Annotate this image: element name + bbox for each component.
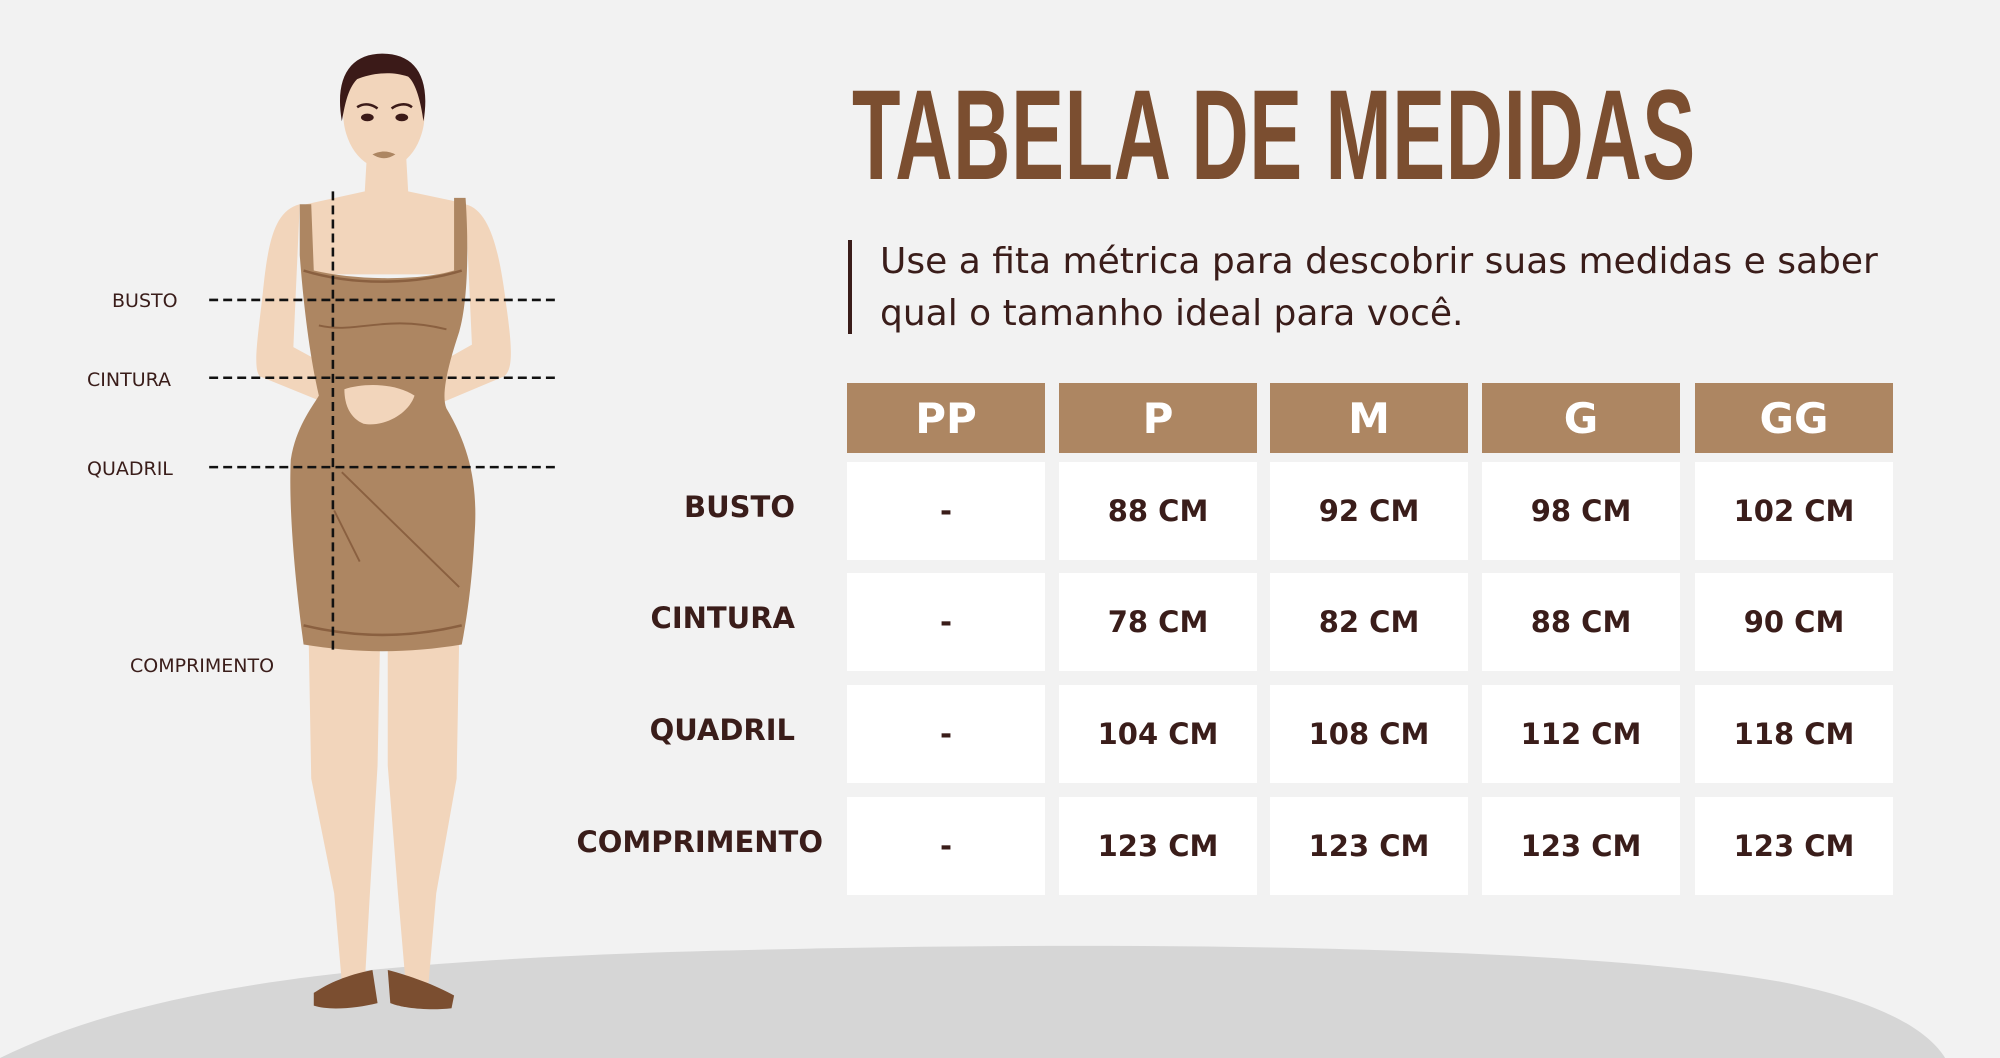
- ground: [0, 945, 1946, 1058]
- size-header-g: G: [1482, 383, 1680, 453]
- label-comprimento: COMPRIMENTO: [130, 655, 275, 677]
- table-cell: 123 CM: [1270, 797, 1468, 895]
- label-quadril: QUADRIL: [87, 458, 173, 480]
- table-cell: 82 CM: [1270, 573, 1468, 671]
- table-cell: 88 CM: [1482, 573, 1680, 671]
- woman-figure: [256, 53, 511, 1010]
- subtitle: Use a fita métrica para descobrir suas m…: [880, 241, 1878, 334]
- table-cell: 123 CM: [1482, 797, 1680, 895]
- table-cell: 92 CM: [1270, 462, 1468, 560]
- size-header-pp: PP: [847, 383, 1045, 453]
- table-cell: -: [847, 797, 1045, 895]
- size-header-p: P: [1059, 383, 1257, 453]
- measurement-lines: [209, 191, 559, 654]
- subtitle-accent-bar: [848, 240, 852, 334]
- table-cell: 112 CM: [1482, 685, 1680, 783]
- size-header-m: M: [1270, 383, 1468, 453]
- table-cell: -: [847, 573, 1045, 671]
- table-cell: 88 CM: [1059, 462, 1257, 560]
- row-label: QUADRIL: [649, 713, 795, 747]
- row-label: COMPRIMENTO: [576, 825, 823, 859]
- label-busto: BUSTO: [112, 290, 178, 312]
- table-cell: 118 CM: [1695, 685, 1893, 783]
- table-cell: 90 CM: [1695, 573, 1893, 671]
- table-cell: -: [847, 685, 1045, 783]
- table-cell: 108 CM: [1270, 685, 1468, 783]
- row-label: CINTURA: [650, 601, 795, 635]
- table-cell: 123 CM: [1695, 797, 1893, 895]
- table-cell: 102 CM: [1695, 462, 1893, 560]
- page-title: TABELA DE MEDIDAS: [852, 64, 1696, 207]
- row-label: BUSTO: [684, 490, 795, 524]
- size-header-gg: GG: [1695, 383, 1893, 453]
- table-cell: 78 CM: [1059, 573, 1257, 671]
- table-cell: 104 CM: [1059, 685, 1257, 783]
- table-cell: 123 CM: [1059, 797, 1257, 895]
- table-cell: 98 CM: [1482, 462, 1680, 560]
- table-cell: -: [847, 462, 1045, 560]
- label-cintura: CINTURA: [87, 369, 172, 391]
